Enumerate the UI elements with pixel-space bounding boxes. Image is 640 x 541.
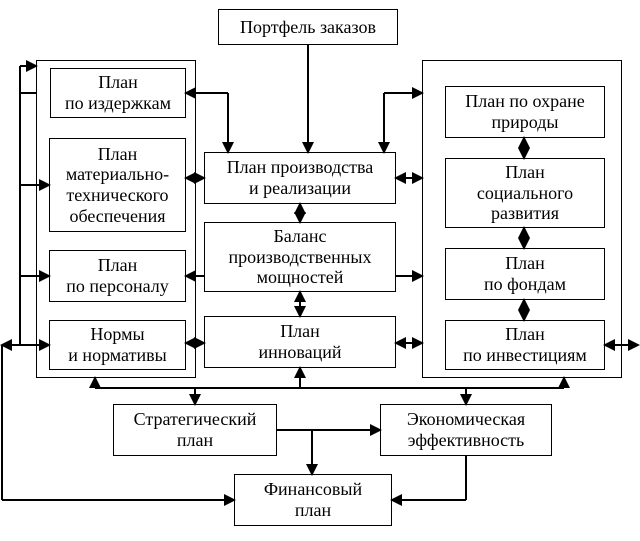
node-n_strat: Стратегическийплан — [113, 404, 277, 456]
node-n_portfolio: Портфель заказов — [218, 9, 398, 45]
frame-f_left — [36, 60, 196, 378]
frame-f_right — [422, 60, 622, 378]
node-n_fin: Финансовыйплан — [234, 474, 392, 526]
node-n_balance: Баланспроизводственныхмощностей — [204, 222, 396, 292]
node-n_prod: План производстваи реализации — [204, 152, 396, 204]
node-n_econ: Экономическаяэффективность — [380, 404, 552, 456]
node-n_innov: Планинноваций — [204, 316, 396, 368]
